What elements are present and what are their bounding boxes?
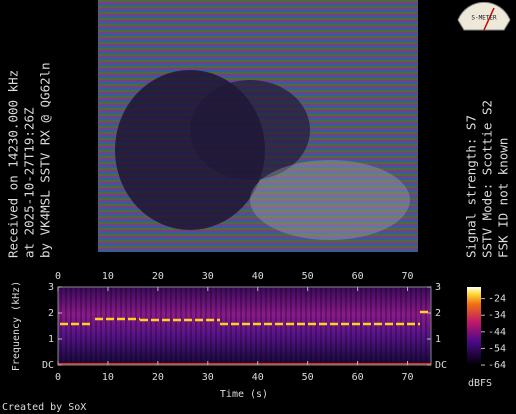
y-tick-label: 1: [48, 334, 54, 345]
y-axis-label: Frequency (kHz): [11, 281, 22, 371]
x-tick-label: 50: [302, 271, 314, 282]
caption-line: at 2025-10-27T19:26Z: [22, 107, 37, 258]
colorbar-label: dBFS: [468, 378, 492, 389]
x-tick-label: 40: [252, 372, 264, 383]
footer: Created by SoX: [2, 402, 86, 413]
meter-label: S-METER: [471, 15, 497, 22]
x-tick-label: 50: [302, 372, 314, 383]
x-tick-label: 0: [55, 271, 61, 282]
info-line: FSK ID not known: [496, 138, 511, 258]
colorbar-tick-label: -34: [488, 310, 506, 321]
colorbar-tick-label: -44: [488, 327, 506, 338]
x-tick-label: 70: [402, 271, 414, 282]
y-tick-label: 2: [48, 308, 54, 319]
y-tick-label: 3: [48, 282, 54, 293]
x-tick-label: 60: [352, 271, 364, 282]
x-axis-label: Time (s): [220, 389, 268, 400]
caption-line: Received on 14230.000 kHz: [6, 70, 21, 258]
x-tick-label: 30: [202, 271, 214, 282]
y-tick-label: 3: [435, 282, 441, 293]
spectrogram: [57, 286, 432, 366]
colorbar: [467, 287, 481, 365]
s-meter: S-METER: [457, 1, 511, 31]
colorbar-tick-label: -24: [488, 294, 506, 305]
y-tick-label: DC: [42, 360, 54, 371]
left-text: Received on 14230.000 kHz at 2025-10-27T…: [6, 62, 53, 258]
x-tick-label: 10: [102, 271, 114, 282]
colorbar-tick-label: -54: [488, 343, 506, 354]
right-text: Signal strength: S7 SSTV Mode: Scottie S…: [464, 100, 511, 258]
x-tick-label: 30: [202, 372, 214, 383]
caption-line: by VK4MSL SSTV RX @ QG62ln: [38, 62, 53, 258]
y-tick-label: 2: [435, 308, 441, 319]
x-tick-label: 60: [352, 372, 364, 383]
y-tick-label: 1: [435, 334, 441, 345]
x-tick-label: 20: [152, 271, 164, 282]
x-tick-label: 70: [402, 372, 414, 383]
y-tick-label: DC: [435, 360, 447, 371]
x-tick-label: 0: [55, 372, 61, 383]
info-line: Signal strength: S7: [464, 115, 479, 258]
x-tick-label: 10: [102, 372, 114, 383]
x-tick-label: 20: [152, 372, 164, 383]
x-tick-label: 40: [252, 271, 264, 282]
colorbar-tick-label: -64: [488, 360, 506, 371]
sstv-image: [98, 0, 418, 252]
info-line: SSTV Mode: Scottie S2: [480, 100, 495, 258]
